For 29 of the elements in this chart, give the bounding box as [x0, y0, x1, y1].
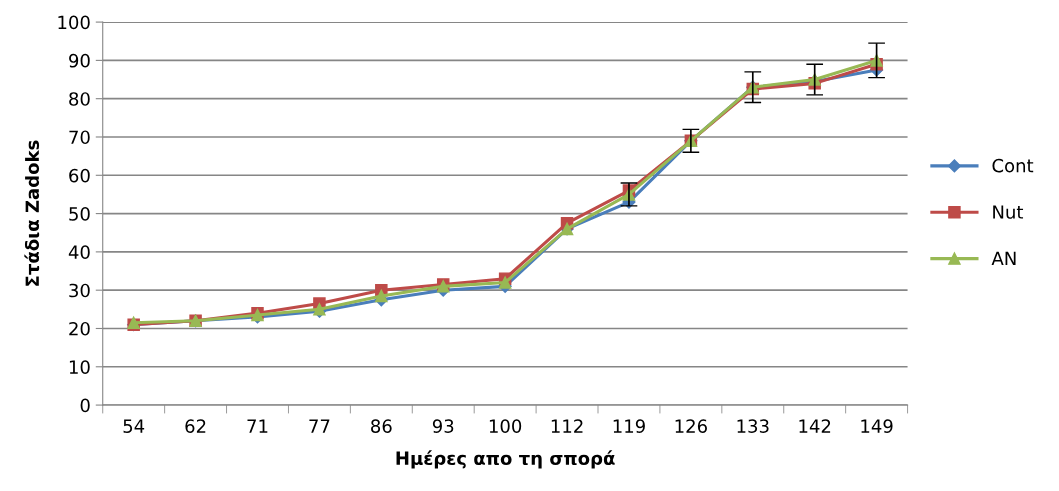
x-tick-label: 71: [247, 419, 268, 433]
x-tick-label: 142: [799, 419, 831, 433]
x-tick-label: 133: [737, 419, 769, 433]
x-tick-label: 54: [123, 419, 145, 433]
x-tick-label: 62: [185, 419, 206, 433]
y-tick-label: 60: [69, 168, 90, 183]
x-tick-label: 149: [861, 419, 893, 433]
legend-label: AN: [991, 251, 1016, 265]
y-tick-label: 70: [69, 130, 90, 145]
x-tick-label: 77: [309, 419, 330, 433]
x-tick-label: 126: [675, 419, 707, 433]
y-tick-label: 50: [69, 207, 90, 221]
y-tick-label: 20: [69, 321, 90, 336]
y-tick-label: 0: [80, 398, 90, 413]
y-tick-label: 90: [69, 53, 90, 68]
x-tick-label: 86: [371, 419, 392, 433]
y-tick-label: 10: [69, 360, 90, 374]
y-axis-title: Στάδια Zadoks: [24, 140, 40, 286]
x-tick-label: 100: [489, 419, 522, 433]
x-axis-title: Ημέρες απο τη σπορά: [396, 450, 615, 469]
x-tick-label: 112: [551, 419, 583, 433]
legend-label: Cont: [992, 158, 1034, 173]
legend-label: Nut: [993, 205, 1024, 219]
x-tick-label: 119: [613, 419, 645, 433]
x-tick-label: 93: [432, 419, 454, 433]
y-tick-label: 30: [69, 283, 90, 298]
y-tick-label: 40: [68, 245, 90, 259]
y-tick-label: 80: [69, 92, 90, 106]
y-tick-label: 100: [58, 15, 90, 30]
